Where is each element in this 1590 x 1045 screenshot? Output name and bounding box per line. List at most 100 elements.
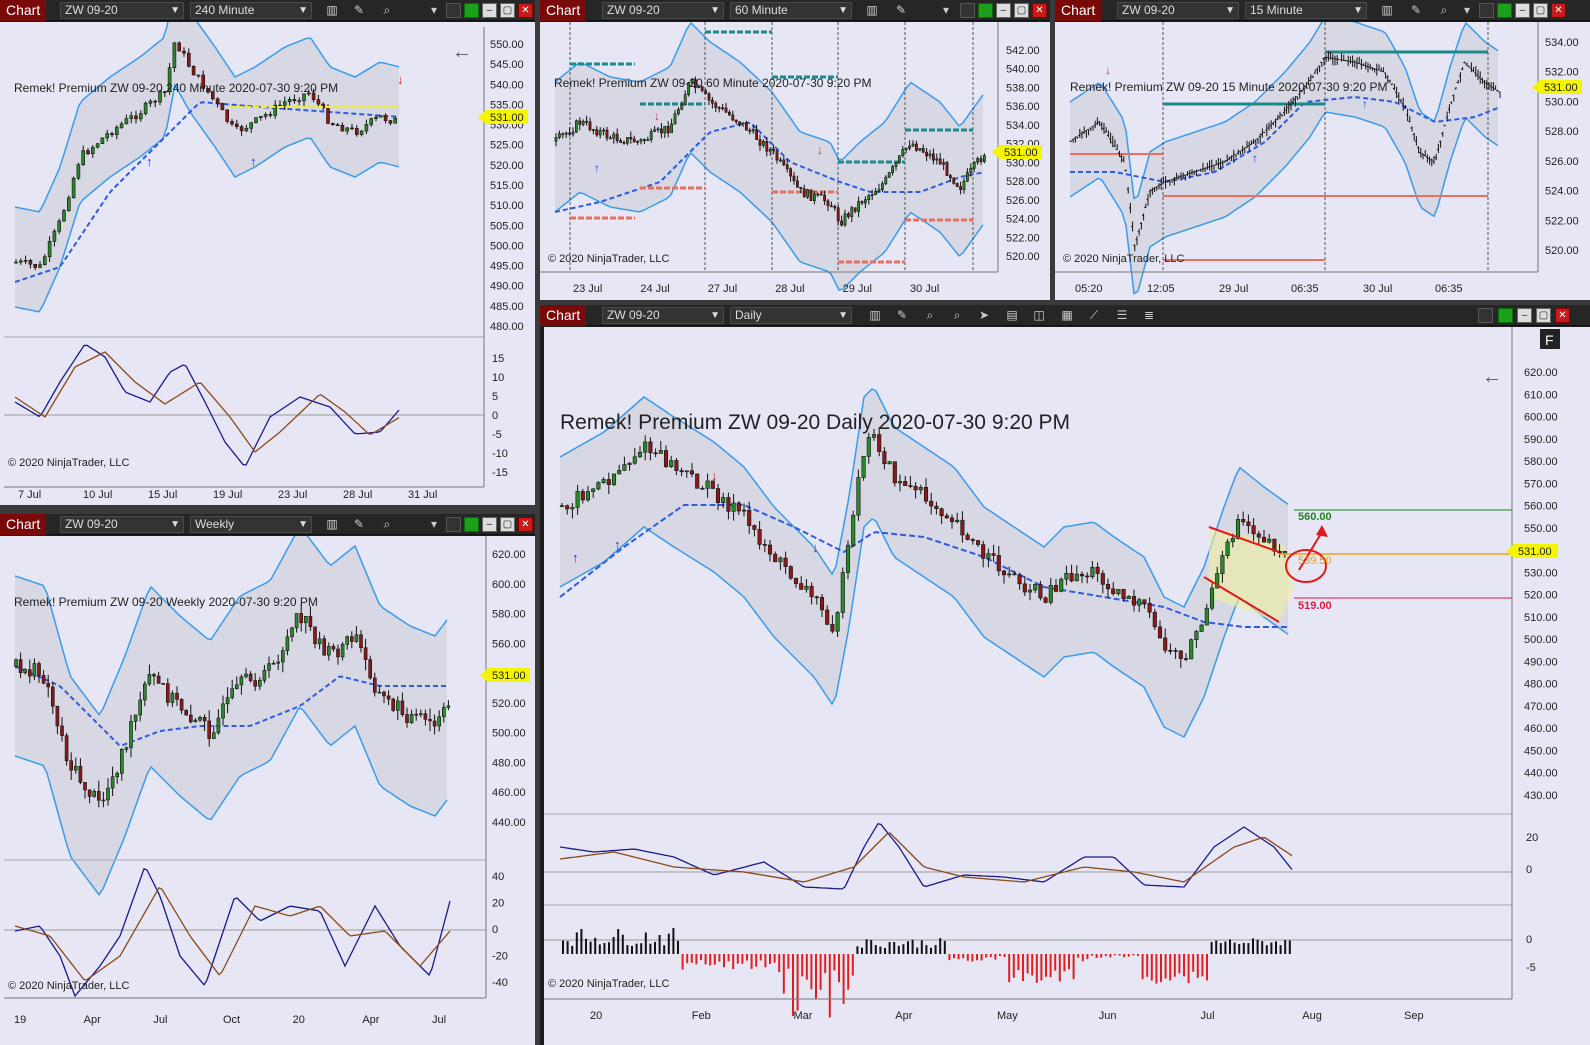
data-box-icon[interactable]: ▤ [1006,308,1018,322]
dropdown-icon[interactable]: ▾ [942,3,950,17]
bar-type-icon[interactable]: ▥ [1381,3,1393,17]
price-axis[interactable]: 620.00 610.00 600.00 590.00 580.00 570.00 560.… [1524,367,1558,802]
maximize-button[interactable]: ▢ [500,3,515,18]
interval-select[interactable]: Daily ▼ [730,307,852,324]
list-icon[interactable]: ≣ [1143,308,1155,322]
back-arrow-icon[interactable]: ← [452,41,472,63]
draw-tool-icon[interactable]: ✎ [353,3,365,17]
templates-icon[interactable]: ◫ [1033,308,1045,322]
time-axis[interactable]: 7 Jul 10 Jul 15 Jul 19 Jul 23 Jul 28 Jul 31 Ju… [18,489,437,501]
zoom-icon[interactable]: ⌕ [383,517,391,531]
minimize-button[interactable]: – [996,3,1011,18]
zoom-icon[interactable]: ⌕ [383,3,391,17]
pointer-icon[interactable]: ➤ [978,308,990,322]
chart-body[interactable]: Remek! Premium ZW 09-20 15 Minute 2020-0… [1055,22,1590,300]
draw-tool-icon[interactable]: ✎ [895,3,907,17]
window-link-button[interactable] [1479,3,1494,18]
window-link-button[interactable] [446,517,461,532]
draw-tool-icon[interactable]: ✎ [353,517,365,531]
window-link-button[interactable] [960,3,975,18]
chart-tab[interactable]: Chart [0,0,47,21]
close-button[interactable]: ✕ [1551,3,1566,18]
window-color-button[interactable] [1497,3,1512,18]
minimize-button[interactable]: – [482,3,497,18]
minimize-button[interactable]: – [482,517,497,532]
draw-tool-icon[interactable]: ✎ [896,308,908,322]
bar-type-icon[interactable]: ▥ [326,3,338,17]
interval-select[interactable]: Weekly ▼ [190,516,312,533]
draw-tool-icon[interactable]: ✎ [1410,3,1422,17]
dropdown-icon[interactable]: ▾ [430,517,438,531]
price-axis[interactable]: 620.00600.00580.00560.00540.00520.00500.… [492,549,526,829]
bar-type-icon[interactable]: ▥ [866,3,878,17]
chart-tab[interactable]: Chart [540,0,587,21]
window-color-button[interactable] [464,517,479,532]
close-button[interactable]: ✕ [1032,3,1047,18]
strategies-icon[interactable]: ⟋ [1089,308,1099,322]
axis-tick-label: 500.00 [490,240,524,252]
maximize-button[interactable]: ▢ [1014,3,1029,18]
time-axis[interactable]: 20 Feb Mar Apr May Jun Jul Aug Sep [590,1010,1424,1022]
bar-type-icon[interactable]: ▥ [869,308,881,322]
oscillator-axis: 20 0 [1526,832,1538,876]
close-button[interactable]: ✕ [518,3,533,18]
instrument-select[interactable]: ZW 09-20 ▼ [60,516,184,533]
chart-body[interactable]: Remek! Premium ZW 09-20 240 Minute 2020-… [0,22,535,505]
instrument-select[interactable]: ZW 09-20 ▼ [1117,2,1239,19]
maximize-button[interactable]: ▢ [1533,3,1548,18]
window-color-button[interactable] [978,3,993,18]
flatten-button[interactable] [1540,329,1560,349]
zoom-out-icon[interactable]: ⌕ [953,308,961,322]
time-axis[interactable]: 19 Apr Jul Oct 20 Apr Jul [14,1014,446,1026]
chart-tab[interactable]: Chart [540,305,587,326]
chart-body[interactable]: 560.00 539.50 519.00 Remek! Premium ZW 0… [544,327,1590,1045]
zoom-in-icon[interactable]: ⌕ [926,308,934,322]
interval-select[interactable]: 15 Minute ▼ [1245,2,1367,19]
price-axis[interactable]: 550.00545.00540.00535.00530.00525.00520.… [490,39,524,333]
maximize-button[interactable]: ▢ [500,517,515,532]
candle [267,663,271,671]
chart-body[interactable]: Remek! Premium ZW 09-20 Weekly 2020-07-3… [0,536,535,1045]
chart-tab[interactable]: Chart [0,514,47,535]
interval-select[interactable]: 60 Minute ▼ [730,2,852,19]
dropdown-icon[interactable]: ▾ [1463,3,1471,17]
window-color-button[interactable] [464,3,479,18]
histogram-bar [838,954,840,983]
axis-tick-label: 534.00 [1006,120,1040,132]
candle [254,117,258,123]
indicators-icon[interactable]: ▦ [1061,308,1073,322]
axis-tick-label: 0 [1526,934,1532,946]
axis-tick-label: 28 Jul [343,489,372,501]
instrument-select[interactable]: ZW 09-20 ▼ [602,2,724,19]
time-axis[interactable]: 23 Jul 24 Jul 27 Jul 28 Jul 29 Jul 30 Jul [573,283,939,295]
chart-tab[interactable]: Chart [1055,0,1102,21]
window-color-button[interactable] [1498,308,1513,323]
histogram-bar [1095,954,1098,958]
back-arrow-icon[interactable]: ← [1482,366,1502,388]
close-button[interactable]: ✕ [1555,308,1570,323]
minimize-button[interactable]: – [1515,3,1530,18]
price-axis[interactable]: 534.00 532.00 530.00 528.00 526.00 524.00 522.… [1545,37,1579,257]
properties-icon[interactable]: ☰ [1116,308,1128,322]
window-link-button[interactable] [446,3,461,18]
instrument-select[interactable]: ZW 09-20 ▼ [602,307,724,324]
candle [350,127,354,130]
time-axis[interactable]: 05:20 12:05 29 Jul 06:35 30 Jul 06:35 [1075,283,1463,295]
axis-tick-label: 525.00 [490,140,524,152]
instrument-select[interactable]: ZW 09-20 ▼ [60,2,184,19]
candle [568,132,572,135]
axis-tick-label: 440.00 [492,817,526,829]
close-button[interactable]: ✕ [518,517,533,532]
dropdown-icon[interactable]: ▾ [430,3,438,17]
minimize-button[interactable]: – [1517,308,1532,323]
chart-body[interactable]: Remek! Premium ZW 09-20 60 Minute 2020-0… [540,22,1050,300]
zoom-icon[interactable]: ⌕ [1440,3,1448,17]
maximize-button[interactable]: ▢ [1536,308,1551,323]
sell-arrow-icon: ↓ [654,109,660,123]
candle [1163,637,1168,651]
histogram-bar [755,954,758,967]
window-link-button[interactable] [1478,308,1493,323]
candle [418,713,423,715]
bar-type-icon[interactable]: ▥ [326,517,338,531]
interval-select[interactable]: 240 Minute ▼ [190,2,312,19]
